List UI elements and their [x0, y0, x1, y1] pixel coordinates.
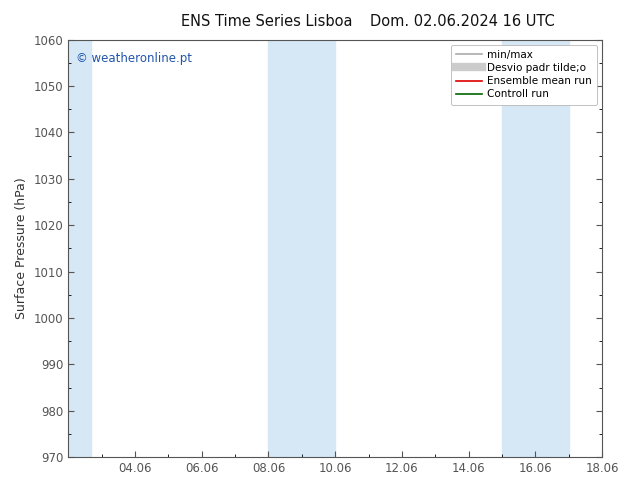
Bar — [502, 40, 569, 457]
Bar — [68, 40, 91, 457]
Y-axis label: Surface Pressure (hPa): Surface Pressure (hPa) — [15, 177, 28, 319]
Legend: min/max, Desvio padr tilde;o, Ensemble mean run, Controll run: min/max, Desvio padr tilde;o, Ensemble m… — [451, 45, 597, 104]
Text: Dom. 02.06.2024 16 UTC: Dom. 02.06.2024 16 UTC — [370, 14, 555, 29]
Text: © weatheronline.pt: © weatheronline.pt — [76, 52, 192, 65]
Text: ENS Time Series Lisboa: ENS Time Series Lisboa — [181, 14, 352, 29]
Bar — [268, 40, 335, 457]
